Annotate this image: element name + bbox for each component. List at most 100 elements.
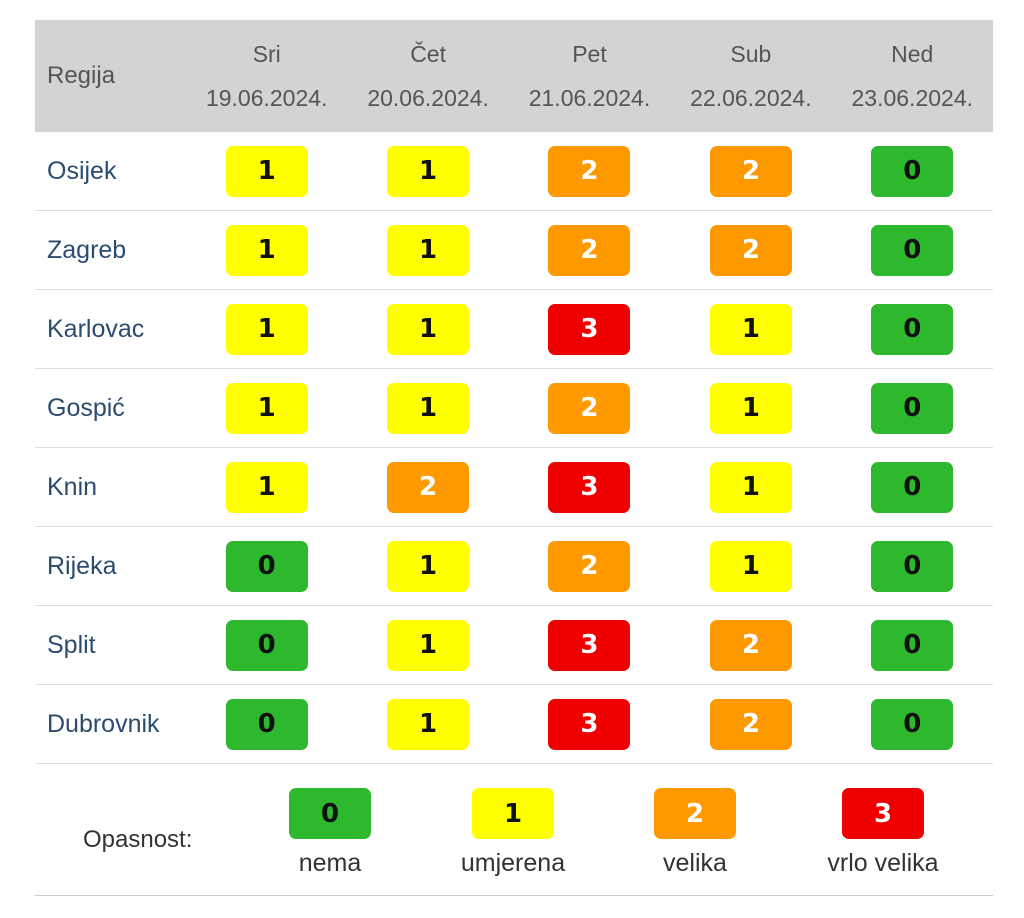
legend: Opasnost: 0 nema 1 umjerena 2 velika 3 v…	[35, 764, 993, 896]
legend-badge: 0	[289, 788, 371, 839]
day-date: 19.06.2024.	[205, 85, 328, 111]
day-date: 21.06.2024.	[528, 85, 651, 111]
danger-level-badge: 0	[871, 145, 954, 197]
legend-badge: 2	[654, 788, 736, 839]
danger-level-badge: 1	[225, 461, 308, 513]
region-name[interactable]: Gospić	[47, 393, 125, 422]
level-cell: 1	[186, 303, 347, 355]
region-name[interactable]: Zagreb	[47, 235, 127, 264]
danger-level-badge: 2	[387, 461, 470, 513]
day-column-header: Sub 22.06.2024.	[670, 32, 831, 120]
region-name[interactable]: Rijeka	[47, 551, 117, 580]
day-name: Ned	[891, 41, 934, 67]
legend-badge: 1	[472, 788, 554, 839]
level-cell: 1	[347, 619, 508, 671]
level-cell: 1	[347, 540, 508, 592]
level-cell: 0	[832, 303, 993, 355]
table-body: Osijek 1 1 2 2 0 Zagreb 1 1 2 2 0 Karlovac 1 1 3 1 0 Gospi…	[35, 132, 993, 764]
level-cell: 0	[832, 145, 993, 197]
danger-level-badge: 2	[548, 224, 631, 276]
level-cell: 1	[347, 303, 508, 355]
danger-level-badge: 1	[709, 540, 792, 592]
level-cell: 1	[186, 145, 347, 197]
level-cell: 1	[670, 540, 831, 592]
day-column-header: Pet 21.06.2024.	[509, 32, 670, 120]
danger-level-badge: 2	[548, 145, 631, 197]
region-name[interactable]: Karlovac	[47, 314, 145, 343]
level-cell: 2	[670, 145, 831, 197]
legend-item-umjerena: 1 umjerena	[413, 788, 613, 878]
level-cell: 1	[670, 461, 831, 513]
legend-text: umjerena	[460, 849, 566, 877]
region-name[interactable]: Dubrovnik	[47, 709, 160, 738]
danger-level-badge: 2	[548, 382, 631, 434]
level-cell: 1	[347, 145, 508, 197]
day-name: Čet	[410, 41, 446, 67]
danger-level-badge: 0	[871, 303, 954, 355]
table-row: Split 0 1 3 2 0	[35, 606, 993, 685]
level-cell: 2	[347, 461, 508, 513]
day-date: 20.06.2024.	[367, 85, 489, 111]
level-cell: 0	[186, 698, 347, 750]
table-row: Gospić 1 1 2 1 0	[35, 369, 993, 448]
level-cell: 3	[509, 698, 670, 750]
danger-level-badge: 1	[709, 461, 792, 513]
day-column-header: Ned 23.06.2024.	[832, 32, 993, 120]
day-date: 23.06.2024.	[851, 85, 974, 111]
day-name: Sub	[730, 41, 772, 67]
danger-level-badge: 1	[225, 382, 308, 434]
day-name: Pet	[572, 41, 607, 67]
region-name[interactable]: Osijek	[47, 156, 117, 185]
danger-level-badge: 1	[387, 382, 470, 434]
danger-level-badge: 1	[225, 224, 308, 276]
legend-badge: 3	[842, 788, 924, 839]
level-cell: 0	[832, 698, 993, 750]
level-cell: 1	[670, 303, 831, 355]
danger-level-badge: 1	[709, 303, 792, 355]
danger-level-badge: 3	[548, 619, 631, 671]
level-cell: 0	[186, 540, 347, 592]
fire-danger-table: Regija Sri 19.06.2024. Čet 20.06.2024. P…	[35, 20, 993, 896]
legend-item-vrlo-velika: 3 vrlo velika	[783, 788, 983, 878]
danger-level-badge: 2	[709, 698, 792, 750]
level-cell: 2	[509, 382, 670, 434]
table-row: Dubrovnik 0 1 3 2 0	[35, 685, 993, 764]
level-cell: 0	[832, 224, 993, 276]
day-name: Sri	[252, 41, 281, 67]
level-cell: 0	[832, 540, 993, 592]
level-cell: 2	[670, 224, 831, 276]
danger-level-badge: 0	[871, 461, 954, 513]
table-row: Osijek 1 1 2 2 0	[35, 132, 993, 211]
danger-level-badge: 3	[548, 461, 631, 513]
region-column-header: Regija	[47, 62, 116, 89]
danger-level-badge: 1	[709, 382, 792, 434]
level-cell: 1	[186, 461, 347, 513]
danger-level-badge: 0	[871, 619, 954, 671]
danger-level-badge: 0	[871, 382, 954, 434]
level-cell: 0	[832, 619, 993, 671]
danger-level-badge: 1	[387, 619, 470, 671]
danger-level-badge: 0	[225, 540, 308, 592]
legend-item-nema: 0 nema	[230, 788, 430, 878]
danger-level-badge: 1	[387, 224, 470, 276]
danger-level-badge: 0	[871, 698, 954, 750]
danger-level-badge: 3	[548, 303, 631, 355]
level-cell: 2	[670, 619, 831, 671]
legend-text: vrlo velika	[827, 849, 939, 877]
table-row: Knin 1 2 3 1 0	[35, 448, 993, 527]
level-cell: 3	[509, 619, 670, 671]
level-cell: 0	[186, 619, 347, 671]
table-row: Rijeka 0 1 2 1 0	[35, 527, 993, 606]
region-name[interactable]: Split	[47, 630, 96, 659]
region-name[interactable]: Knin	[47, 472, 98, 501]
level-cell: 3	[509, 461, 670, 513]
danger-level-badge: 1	[387, 145, 470, 197]
danger-level-badge: 1	[387, 303, 470, 355]
level-cell: 2	[509, 145, 670, 197]
level-cell: 1	[186, 382, 347, 434]
level-cell: 2	[509, 540, 670, 592]
danger-level-badge: 2	[709, 145, 792, 197]
table-row: Karlovac 1 1 3 1 0	[35, 290, 993, 369]
danger-level-badge: 2	[548, 540, 631, 592]
danger-level-badge: 0	[871, 540, 954, 592]
